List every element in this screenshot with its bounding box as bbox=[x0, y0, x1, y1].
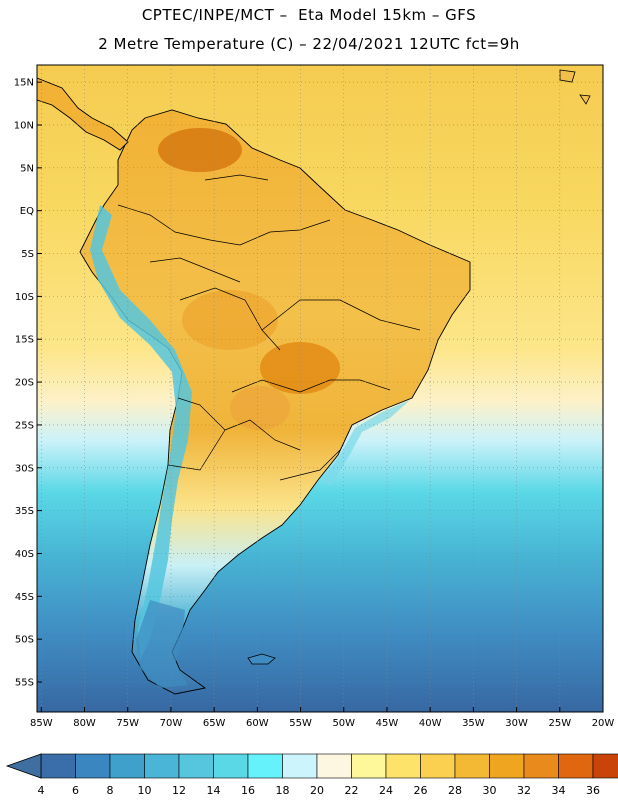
colorbar-swatch bbox=[489, 753, 525, 779]
hot-spot-pantanal bbox=[260, 342, 340, 394]
lon-tick-label: 40W bbox=[419, 718, 442, 729]
map-frame bbox=[36, 64, 604, 713]
colorbar-level-label: 10 bbox=[138, 784, 152, 797]
lat-tick-label: EQ bbox=[20, 206, 34, 217]
colorbar-under-arrow bbox=[5, 753, 42, 779]
lat-tick-label: 45S bbox=[15, 592, 34, 603]
colorbar-swatch bbox=[351, 753, 387, 779]
lon-tick-label: 55W bbox=[289, 718, 312, 729]
lon-tick-label: 45W bbox=[376, 718, 399, 729]
colorbar-level-label: 30 bbox=[483, 784, 497, 797]
warm-area-paraguay bbox=[230, 386, 290, 430]
title-line-1: CPTEC/INPE/MCT – Eta Model 15km – GFS bbox=[141, 6, 477, 24]
hot-spot-venezuela bbox=[158, 128, 242, 172]
lon-tick-label: 75W bbox=[116, 718, 139, 729]
colorbar: 468101214161820222426283032343638 bbox=[5, 753, 618, 797]
colorbar-swatch bbox=[385, 753, 421, 779]
colorbar-level-label: 14 bbox=[207, 784, 221, 797]
lat-tick-label: 10N bbox=[14, 120, 34, 131]
lat-tick-label: 35S bbox=[15, 506, 34, 517]
lon-tick-label: 60W bbox=[246, 718, 269, 729]
colorbar-level-label: 24 bbox=[379, 784, 393, 797]
colorbar-level-label: 34 bbox=[552, 784, 566, 797]
lon-tick-label: 50W bbox=[332, 718, 355, 729]
lat-tick-label: 15S bbox=[15, 335, 34, 346]
lon-tick-label: 65W bbox=[203, 718, 226, 729]
longitude-labels: 85W 80W 75W 70W 65W 60W 55W 50W 45W 40W 35W 30W 25W 2… bbox=[30, 707, 614, 729]
lon-tick-label: 35W bbox=[462, 718, 485, 729]
colorbar-swatch bbox=[523, 753, 559, 779]
colorbar-swatch bbox=[558, 753, 594, 779]
lat-tick-label: 55S bbox=[15, 678, 34, 689]
lat-tick-label: 25S bbox=[15, 420, 34, 431]
colorbar-swatch bbox=[144, 753, 180, 779]
colorbar-swatch bbox=[592, 753, 618, 779]
colorbar-swatch bbox=[282, 753, 318, 779]
colorbar-level-label: 22 bbox=[345, 784, 359, 797]
colorbar-level-label: 4 bbox=[38, 784, 45, 797]
lat-tick-label: 30S bbox=[15, 463, 34, 474]
lon-tick-label: 20W bbox=[592, 718, 615, 729]
colorbar-level-label: 18 bbox=[276, 784, 290, 797]
lat-tick-label: 10S bbox=[15, 292, 34, 303]
lat-tick-label: 5S bbox=[21, 249, 34, 260]
lon-tick-label: 70W bbox=[160, 718, 183, 729]
colorbar-level-label: 26 bbox=[414, 784, 428, 797]
colorbar-level-label: 8 bbox=[107, 784, 114, 797]
colorbar-level-label: 20 bbox=[310, 784, 324, 797]
colorbar-level-label: 28 bbox=[448, 784, 462, 797]
colorbar-swatch bbox=[316, 753, 352, 779]
lat-tick-label: 50S bbox=[15, 635, 34, 646]
lat-tick-label: 5N bbox=[20, 163, 34, 174]
colorbar-swatch bbox=[40, 753, 76, 779]
lon-tick-label: 80W bbox=[73, 718, 96, 729]
colorbar-swatch bbox=[75, 753, 111, 779]
colorbar-swatch bbox=[247, 753, 283, 779]
title-line-2: 2 Metre Temperature (C) – 22/04/2021 12U… bbox=[98, 35, 520, 53]
colorbar-level-label: 32 bbox=[517, 784, 531, 797]
colorbar-swatch bbox=[420, 753, 456, 779]
lat-tick-label: 20S bbox=[15, 378, 34, 389]
lat-tick-label: 40S bbox=[15, 549, 34, 560]
lat-tick-label: 15N bbox=[14, 78, 34, 89]
colorbar-swatch bbox=[178, 753, 214, 779]
andes-cold-band bbox=[90, 205, 192, 660]
lon-tick-label: 25W bbox=[548, 718, 571, 729]
lon-tick-label: 85W bbox=[30, 718, 53, 729]
latitude-labels: 15N 10N 5N EQ 5S 10S 15S 20S 25S 30S 35S 40S 45S 50S 5… bbox=[14, 78, 42, 689]
warm-area-bolivia bbox=[182, 290, 278, 350]
colorbar-level-label: 12 bbox=[172, 784, 186, 797]
patagonia-cold-area bbox=[136, 600, 188, 688]
central-america-landmass bbox=[37, 77, 129, 151]
southeast-coast-cool-strip bbox=[322, 400, 410, 486]
colorbar-swatch bbox=[109, 753, 145, 779]
colorbar-level-label: 6 bbox=[72, 784, 79, 797]
falkland-islands bbox=[247, 653, 276, 665]
colorbar-level-label: 16 bbox=[241, 784, 255, 797]
caribbean-islands bbox=[559, 69, 591, 105]
colorbar-swatch bbox=[454, 753, 490, 779]
lon-tick-label: 30W bbox=[505, 718, 528, 729]
colorbar-level-label: 36 bbox=[586, 784, 600, 797]
colorbar-swatch bbox=[213, 753, 249, 779]
